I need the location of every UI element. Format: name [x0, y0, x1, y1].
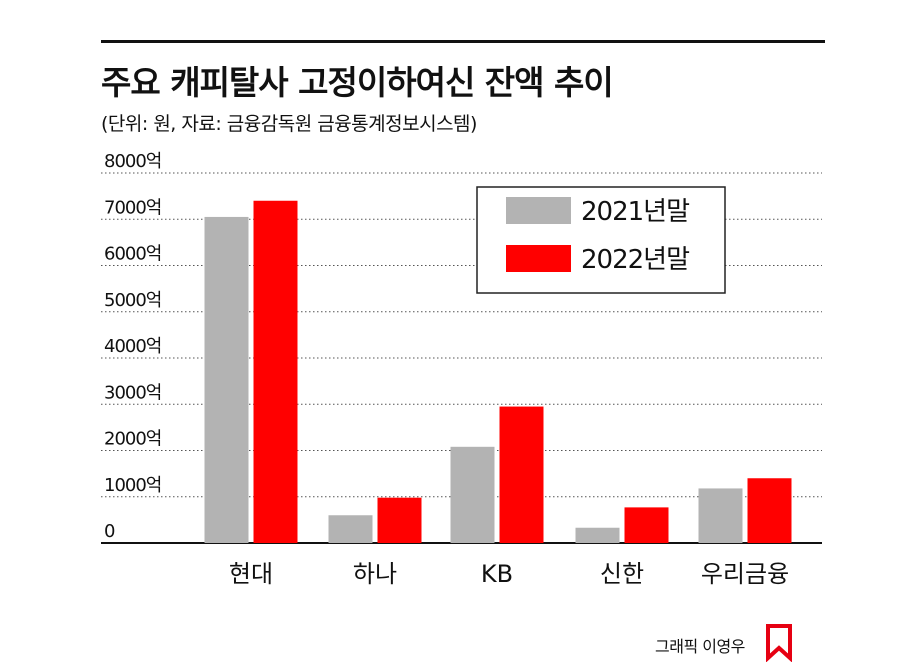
top-rule — [101, 40, 825, 43]
x-tick-label: 신한 — [600, 560, 644, 588]
legend-label: 2021년말 — [581, 197, 689, 227]
bar — [328, 515, 373, 543]
y-tick-label: 3000억 — [104, 382, 161, 403]
y-tick-label: 0 — [104, 521, 115, 542]
x-tick-label: 현대 — [229, 560, 273, 588]
x-tick-label: 우리금융 — [701, 560, 789, 588]
bar — [575, 527, 620, 543]
graphic-credit: 그래픽 이영우 — [655, 637, 745, 656]
legend-label: 2022년말 — [581, 245, 689, 275]
bar — [253, 200, 298, 543]
y-tick-label: 1000억 — [104, 475, 161, 496]
y-tick-label: 5000억 — [104, 290, 161, 311]
bar — [204, 216, 249, 543]
x-tick-label: 하나 — [353, 560, 397, 588]
y-tick-label: 7000억 — [104, 197, 161, 218]
legend-swatch — [506, 197, 571, 224]
bar — [747, 478, 792, 543]
y-tick-label: 4000억 — [104, 336, 161, 357]
x-tick-label: KB — [481, 560, 513, 588]
y-tick-label: 8000억 — [104, 151, 161, 172]
bar — [698, 488, 743, 543]
y-tick-label: 2000억 — [104, 429, 161, 450]
chart-subtitle: (단위: 원, 자료: 금융감독원 금융통계정보시스템) — [101, 113, 477, 135]
bar — [377, 497, 422, 543]
logo-icon — [766, 624, 792, 662]
legend-swatch — [506, 245, 571, 272]
bar — [499, 406, 544, 543]
legend-box — [476, 186, 726, 294]
bar — [450, 446, 495, 543]
bar — [624, 507, 669, 543]
chart-title: 주요 캐피탈사 고정이하여신 잔액 추이 — [101, 63, 614, 102]
y-tick-label: 6000억 — [104, 244, 161, 265]
